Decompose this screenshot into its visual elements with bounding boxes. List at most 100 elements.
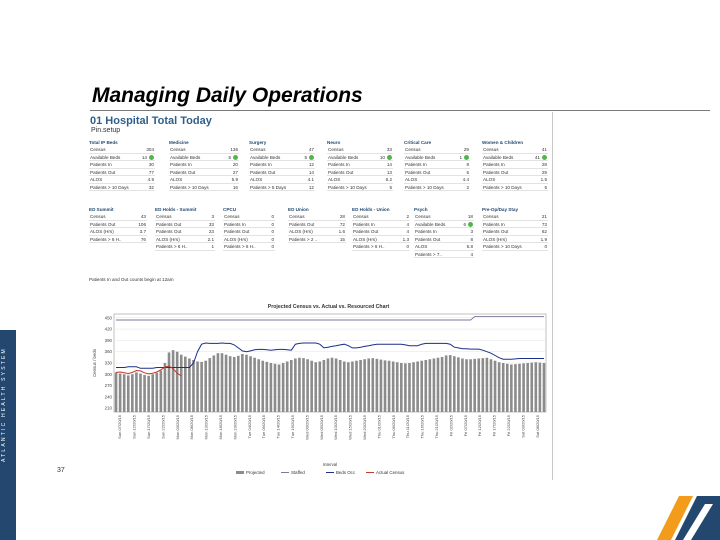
- projected-bar: [171, 350, 175, 412]
- stat-panel: ED Holds - Union Census 2 Patients In 4 Patie…: [352, 206, 410, 251]
- row-value: 14: [386, 162, 392, 167]
- projected-bar: [184, 356, 187, 412]
- row-value: 20: [232, 162, 238, 167]
- x-tick-label: Tue 19/20/15: [290, 414, 295, 438]
- y-tick-label: 330: [105, 361, 113, 366]
- row-label: Patients Out: [415, 236, 441, 242]
- x-tick-label: Sat 08/20/15: [535, 414, 540, 437]
- row-value: 1.9: [540, 236, 547, 242]
- row-label: Patients Out: [483, 169, 509, 175]
- row-value: 14: [308, 169, 314, 175]
- x-tick-label: Tue 09/20/15: [261, 414, 266, 438]
- row-value: 14: [141, 154, 147, 160]
- panel-row: ALOS (Hrs) 2.1: [155, 236, 215, 243]
- projected-bar: [261, 360, 265, 412]
- projected-bar: [281, 363, 285, 412]
- projected-bar: [522, 363, 525, 412]
- row-value: 0: [271, 229, 274, 234]
- x-tick-label: Wed 05/20/15: [319, 414, 324, 440]
- panel-row: Census 0: [223, 213, 275, 221]
- projected-bar: [387, 360, 391, 412]
- row-value: 3: [470, 229, 473, 234]
- stat-panel: Medicine Census 136 Available Beds 5 Patients…: [169, 139, 239, 191]
- x-tick-label: Mon 23/20/15: [232, 414, 237, 439]
- row-value: 0: [406, 244, 409, 249]
- row-value: 4.1: [307, 177, 314, 182]
- beds-occ-line: [116, 342, 544, 369]
- projected-bar: [457, 357, 460, 412]
- projected-bar: [359, 359, 362, 412]
- projected-bar: [501, 363, 505, 412]
- panel-row: Patients Out 5: [404, 169, 470, 176]
- projected-bar: [416, 361, 419, 412]
- x-tick-label: Wed 20/20/15: [362, 414, 367, 440]
- y-tick-label: 420: [105, 327, 113, 332]
- staffed-line: [116, 316, 544, 321]
- projected-bar: [294, 358, 297, 412]
- row-label: Available Beds: [328, 154, 359, 160]
- row-label: Patients Out: [90, 221, 116, 227]
- panel-title: ED Holds - Union: [352, 207, 390, 212]
- y-tick-label: 210: [105, 406, 113, 411]
- row-label: Patients > 10 Days: [328, 184, 367, 190]
- panel-row: Patients In 12: [249, 161, 315, 169]
- panel-row: Census 43: [89, 213, 147, 221]
- x-tick-label: Fri 22/20/15: [506, 414, 511, 436]
- status-ok-icon: [542, 154, 547, 160]
- row-value: 33: [386, 147, 392, 152]
- panel-row: Census 33: [327, 146, 393, 154]
- projected-bar: [200, 361, 203, 412]
- panel-row: Patients Out 4: [352, 228, 410, 236]
- census-chart: Projected Census vs. Actual vs. Resource…: [92, 304, 547, 475]
- projected-bar: [347, 362, 350, 412]
- row-label: Patients In: [415, 229, 437, 234]
- projected-bar: [277, 364, 281, 412]
- row-value: 2.1: [207, 236, 214, 242]
- x-tick-label: Tue 14/20/15: [276, 414, 281, 438]
- projected-bar: [436, 357, 440, 412]
- row-label: Patients In: [328, 162, 350, 167]
- row-value: 13: [386, 169, 392, 175]
- row-label: Patients > 10 Days: [483, 184, 522, 190]
- projected-bar: [461, 358, 464, 412]
- row-label: ALOS: [415, 244, 428, 249]
- stat-panel: Pre-Op/Day Stay Census 21 Patients In 73 Pati…: [482, 206, 548, 251]
- row-value: 77: [148, 169, 154, 175]
- panel-row: Patients In 73: [482, 221, 548, 228]
- x-tick-label: Wed 00/20/15: [304, 414, 309, 440]
- panel-row: Patients In 14: [327, 161, 393, 169]
- row-label: Patients Out: [353, 229, 379, 234]
- projected-bar: [514, 364, 517, 412]
- projected-bar: [122, 374, 126, 412]
- projected-bar: [139, 373, 142, 412]
- x-tick-label: Thu 21/20/15: [434, 414, 439, 438]
- row-label: Census: [90, 147, 106, 152]
- panel-row: Available Beds 10: [327, 154, 393, 161]
- projected-bar: [505, 363, 509, 412]
- x-tick-label: Sun 17/20/15: [146, 414, 151, 439]
- y-tick-label: 300: [105, 372, 113, 377]
- stat-panel: CPCU Census 0 Patients In 0 Patients Out 0 ALOS…: [223, 206, 275, 251]
- panel-row: Available Beds 14: [89, 154, 155, 161]
- projected-bar: [428, 359, 432, 412]
- panel-row: Patients > 6 H.. 1: [155, 243, 215, 251]
- legend-label: Beds Occ: [336, 470, 356, 475]
- row-label: Census: [250, 147, 266, 152]
- panel-row: Patients > 6 H.. 76: [89, 236, 147, 243]
- row-label: Patients In: [170, 162, 192, 167]
- projected-bar: [269, 363, 273, 412]
- panel-row: Patients > 10 Days 5: [327, 184, 393, 191]
- x-tick-label: Fri 07/20/15: [463, 414, 468, 436]
- dashboard-screenshot: 01 Hospital Total Today Pin.setup Total …: [86, 112, 553, 480]
- projected-bar: [306, 359, 309, 412]
- status-ok-icon: [233, 154, 238, 160]
- slide-title: Managing Daily Operations: [92, 84, 363, 107]
- row-label: ALOS: [250, 177, 263, 182]
- projected-bar: [118, 373, 122, 412]
- panel-row: Available Beds 1: [404, 154, 470, 161]
- panel-row: ALOS 6.2: [327, 176, 393, 184]
- projected-bar: [265, 361, 269, 412]
- row-label: Census: [156, 214, 172, 219]
- row-value: 8: [470, 236, 473, 242]
- row-label: Census: [353, 214, 369, 219]
